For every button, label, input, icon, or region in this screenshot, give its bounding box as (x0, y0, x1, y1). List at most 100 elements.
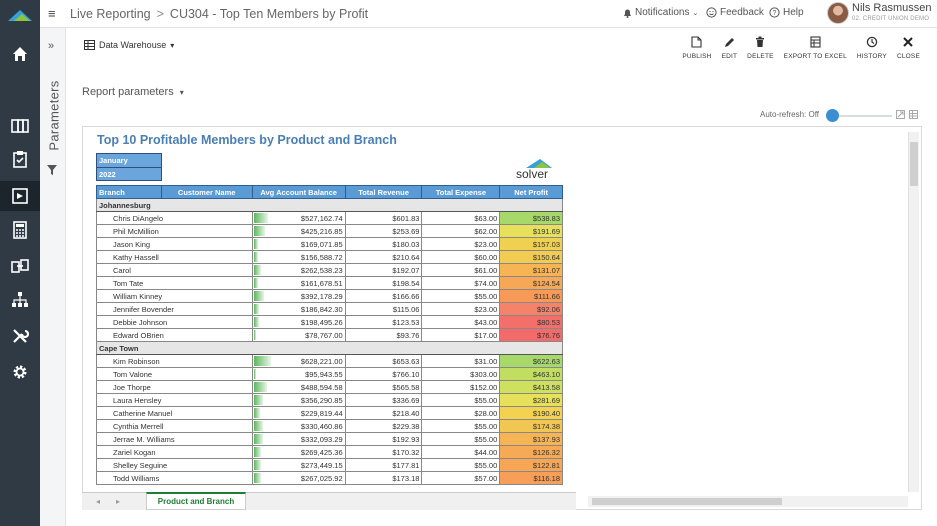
avg-balance-cell: $269,425.36 (251, 445, 346, 459)
notifications-menu[interactable]: Notifications ⌄ (623, 7, 698, 18)
close-button[interactable]: CLOSE (892, 34, 925, 60)
report-icon[interactable] (0, 181, 40, 211)
table-header-row: Branch Customer Name Avg Account Balance… (96, 185, 563, 199)
report-parameters-toggle[interactable]: Report parameters ▾ (82, 86, 184, 98)
solver-logo-icon (8, 10, 32, 21)
data-transfer-icon[interactable] (8, 254, 32, 278)
table-row: Debbie Johnson $198,495.26 $123.53 $43.00 $8… (96, 315, 563, 329)
avg-balance-value: $527,162.74 (300, 213, 343, 223)
customer-name-cell: Jerrae M. Williams (96, 432, 253, 446)
total-revenue-cell: $653.63 (344, 354, 423, 368)
expand-chevron-icon[interactable]: » (48, 40, 55, 52)
customer-name-cell: Catherine Manuel (96, 406, 253, 420)
customer-name-cell: Tom Tate (96, 276, 253, 290)
net-profit-cell: $76.76 (499, 328, 563, 342)
export-to-excel-label: EXPORT TO EXCEL (783, 53, 847, 60)
calculator-icon[interactable] (8, 218, 32, 242)
avg-balance-cell: $198,495.26 (251, 315, 346, 329)
customer-name-cell: Joe Thorpe (96, 380, 253, 394)
avg-balance-value: $330,460.86 (300, 421, 343, 431)
feedback-link[interactable]: Feedback (706, 7, 764, 18)
delete-button[interactable]: DELETE (742, 34, 779, 60)
table-row: Shelley Seguine $273,449.15 $177.81 $55.00 $… (96, 458, 563, 472)
total-revenue-cell: $173.18 (344, 471, 423, 485)
total-revenue-cell: $601.83 (344, 211, 423, 225)
history-label: HISTORY (856, 53, 887, 60)
avg-balance-cell: $332,093.29 (251, 432, 346, 446)
customer-name-cell: Laura Hensley (96, 393, 253, 407)
tab-scroll-right-icon[interactable]: ▸ (116, 497, 121, 506)
clipboard-icon[interactable] (8, 147, 32, 171)
net-profit-cell: $191.69 (499, 224, 563, 238)
org-chart-icon[interactable] (8, 114, 32, 138)
balance-data-bar (253, 447, 261, 457)
total-revenue-cell: $565.58 (344, 380, 423, 394)
filter-icon[interactable] (46, 164, 58, 176)
user-name[interactable]: Nils Rasmussen (852, 2, 932, 14)
gear-icon[interactable] (8, 360, 32, 384)
hierarchy-icon[interactable] (8, 288, 32, 312)
export-to-excel-button[interactable]: EXPORT TO EXCEL (779, 34, 852, 60)
help-link[interactable]: ? Help (769, 7, 804, 18)
branch-name: Cape Town (96, 341, 563, 355)
avg-balance-value: $161,678.51 (300, 278, 343, 288)
avg-balance-cell: $267,025.92 (251, 471, 346, 485)
total-expense-cell: $31.00 (421, 354, 501, 368)
history-button[interactable]: HISTORY (852, 34, 892, 60)
total-expense-cell: $43.00 (421, 315, 501, 329)
tab-scroll-left-icon[interactable]: ◂ (96, 497, 101, 506)
net-profit-cell: $538.83 (499, 211, 563, 225)
data-source-selector[interactable]: Data Warehouse ▾ (84, 40, 174, 50)
tools-icon[interactable] (8, 324, 32, 348)
table-row: Kathy Hassell $156,588.72 $210.64 $60.00 $15… (96, 250, 563, 264)
hamburger-menu-icon[interactable]: ≡ (48, 6, 56, 21)
net-profit-cell: $281.69 (499, 393, 563, 407)
grid-view-icon[interactable] (909, 110, 918, 119)
total-revenue-cell: $93.76 (344, 328, 423, 342)
customer-name-cell: Edward OBrien (96, 328, 253, 342)
avg-balance-value: $198,495.26 (300, 317, 343, 327)
column-header: Total Expense (421, 185, 501, 199)
net-profit-cell: $150.64 (499, 250, 563, 264)
total-expense-cell: $152.00 (421, 380, 501, 394)
auto-refresh-track[interactable] (830, 115, 892, 117)
table-row: Jason King $169,071.85 $180.03 $23.00 $157.0… (96, 237, 563, 251)
net-profit-cell: $622.63 (499, 354, 563, 368)
report-actions: PUBLISH EDIT DELETE EXPORT TO EXCEL HIST… (677, 34, 925, 60)
publish-label: PUBLISH (682, 53, 712, 60)
balance-data-bar (253, 434, 263, 444)
net-profit-cell: $126.32 (499, 445, 563, 459)
horizontal-scrollbar[interactable] (588, 496, 908, 507)
vertical-scroll-thumb[interactable] (910, 142, 918, 186)
table-row: Jerrae M. Williams $332,093.29 $192.93 $55.… (96, 432, 563, 446)
parameters-label[interactable]: Parameters (46, 80, 62, 151)
parameters-panel-collapsed: » Parameters (40, 28, 66, 526)
total-revenue-cell: $123.53 (344, 315, 423, 329)
smiley-icon (706, 7, 717, 18)
total-expense-cell: $74.00 (421, 276, 501, 290)
balance-data-bar (253, 473, 261, 483)
breadcrumb: Live Reporting > CU304 - Top Ten Members b… (70, 7, 368, 21)
auto-refresh-toggle[interactable] (826, 109, 839, 122)
solver-logo: solver (516, 158, 562, 182)
period-year: 2022 (97, 167, 161, 180)
feedback-label: Feedback (720, 7, 764, 18)
breadcrumb-root[interactable]: Live Reporting (70, 7, 151, 21)
pencil-icon (724, 37, 734, 47)
total-expense-cell: $23.00 (421, 302, 501, 316)
total-revenue-cell: $766.10 (344, 367, 423, 381)
publish-button[interactable]: PUBLISH (677, 34, 716, 60)
horizontal-scroll-thumb[interactable] (592, 498, 782, 505)
vertical-scrollbar[interactable] (908, 132, 919, 492)
avg-balance-value: $156,588.72 (300, 252, 343, 262)
edit-button[interactable]: EDIT (717, 34, 743, 60)
avatar[interactable] (827, 2, 849, 24)
report-title: Top 10 Profitable Members by Product and… (97, 133, 397, 147)
expand-icon[interactable] (896, 110, 905, 119)
net-profit-cell: $190.40 (499, 406, 563, 420)
home-icon[interactable] (8, 42, 32, 66)
sheet-tab-product-and-branch[interactable]: Product and Branch (146, 492, 246, 510)
net-profit-cell: $157.03 (499, 237, 563, 251)
customer-name-cell: Jason King (96, 237, 253, 251)
avg-balance-value: $332,093.29 (300, 434, 343, 444)
